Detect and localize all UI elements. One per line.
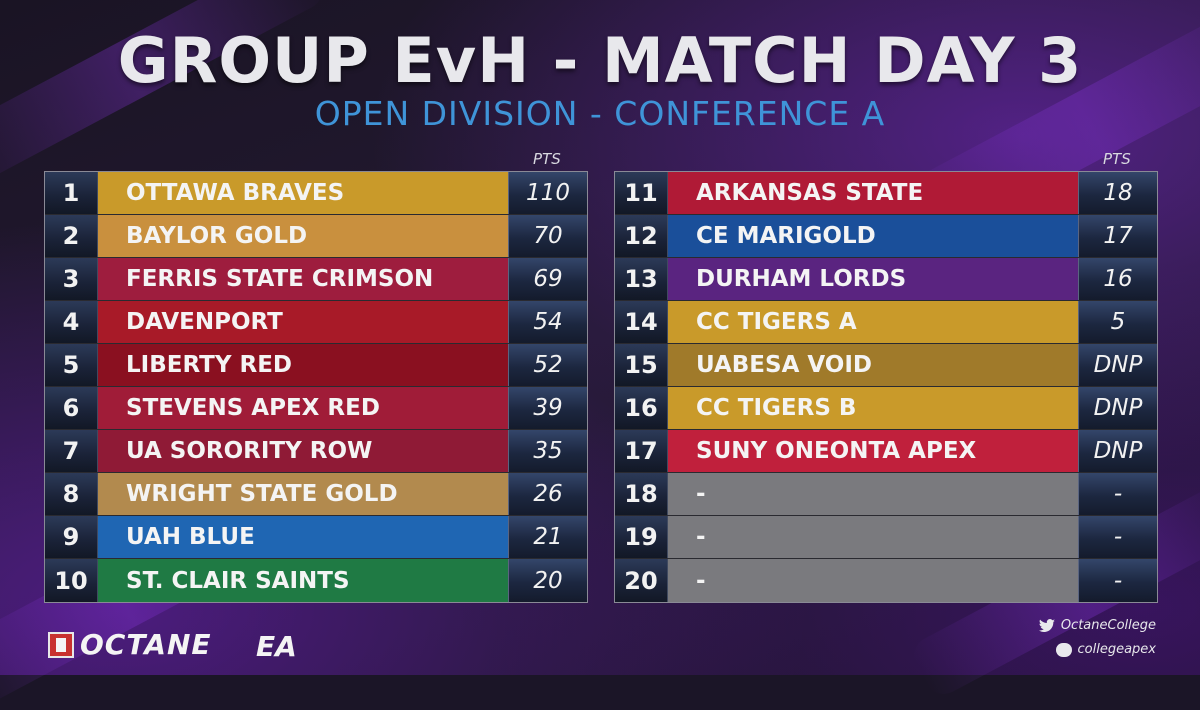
team-name-cell: CC TIGERS A [668,301,1078,343]
rank-cell: 18 [615,473,668,515]
team-name-cell: ST. CLAIR SAINTS [98,559,508,602]
rank-cell: 17 [615,430,668,472]
team-name-cell: DAVENPORT [98,301,508,343]
discord-handle-row: collegeapex [1055,642,1156,657]
points-cell: DNP [1078,344,1157,386]
standings-table-right: 11 ARKANSAS STATE 18 12 CE MARIGOLD 17 13 DURHA… [614,171,1158,603]
page-title: GROUP EvH - MATCH DAY 3 [117,24,1083,97]
table-row: 12 CE MARIGOLD 17 [615,215,1157,258]
rank-cell: 5 [45,344,98,386]
rank-cell: 12 [615,215,668,257]
team-name-cell: ARKANSAS STATE [668,172,1078,214]
rank-cell: 7 [45,430,98,472]
rank-cell: 2 [45,215,98,257]
team-name-cell: LIBERTY RED [98,344,508,386]
table-row: 4 DAVENPORT 54 [45,301,587,344]
team-name-cell: WRIGHT STATE GOLD [98,473,508,515]
octane-wordmark: OCTANE [80,628,212,661]
rank-cell: 9 [45,516,98,558]
table-row: 3 FERRIS STATE CRIMSON 69 [45,258,587,301]
team-name-cell: STEVENS APEX RED [98,387,508,429]
points-cell: 17 [1078,215,1157,257]
points-cell: 35 [508,430,587,472]
table-row: 18- - [615,473,1157,516]
team-name-cell: FERRIS STATE CRIMSON [98,258,508,300]
points-cell: - [1078,559,1157,602]
points-cell: 21 [508,516,587,558]
table-row: 13 DURHAM LORDS 16 [615,258,1157,301]
table-row: 8 WRIGHT STATE GOLD 26 [45,473,587,516]
left-pts-header: PTS [533,150,561,168]
page-subtitle: OPEN DIVISION - CONFERENCE A [314,94,886,133]
team-name-cell: OTTAWA BRAVES [98,172,508,214]
points-cell: 52 [508,344,587,386]
table-row: 17 SUNY ONEONTA APEX DNP [615,430,1157,473]
table-row: 9 UAH BLUE 21 [45,516,587,559]
points-cell: - [1078,516,1157,558]
rank-cell: 13 [615,258,668,300]
ea-logo: EA [256,630,297,663]
rank-cell: 20 [615,559,668,602]
team-name-cell: CE MARIGOLD [668,215,1078,257]
points-cell: 5 [1078,301,1157,343]
points-cell: DNP [1078,387,1157,429]
team-name-cell: BAYLOR GOLD [98,215,508,257]
points-cell: 69 [508,258,587,300]
rank-cell: 6 [45,387,98,429]
discord-icon [1055,642,1072,657]
team-name-cell: UAH BLUE [98,516,508,558]
team-name-cell: SUNY ONEONTA APEX [668,430,1078,472]
team-name-cell: CC TIGERS B [668,387,1078,429]
points-cell: 39 [508,387,587,429]
table-row: 16 CC TIGERS B DNP [615,387,1157,430]
points-cell: DNP [1078,430,1157,472]
table-row: 5 LIBERTY RED 52 [45,344,587,387]
points-cell: - [1078,473,1157,515]
rank-cell: 4 [45,301,98,343]
team-name-cell: - [668,559,1078,602]
table-row: 20- - [615,559,1157,602]
points-cell: 16 [1078,258,1157,300]
team-name-cell: UABESA VOID [668,344,1078,386]
rank-cell: 16 [615,387,668,429]
table-row: 19- - [615,516,1157,559]
standings-table-left: 1 OTTAWA BRAVES 110 2 BAYLOR GOLD 70 3 FERRIS S… [44,171,588,603]
rank-cell: 11 [615,172,668,214]
points-cell: 20 [508,559,587,602]
rank-cell: 19 [615,516,668,558]
table-row: 11 ARKANSAS STATE 18 [615,172,1157,215]
twitter-handle: OctaneCollege [1060,618,1156,633]
table-row: 2 BAYLOR GOLD 70 [45,215,587,258]
rank-cell: 1 [45,172,98,214]
points-cell: 110 [508,172,587,214]
octane-logo: OCTANE [48,628,212,661]
rank-cell: 3 [45,258,98,300]
table-row: 6 STEVENS APEX RED 39 [45,387,587,430]
rank-cell: 8 [45,473,98,515]
table-row: 15 UABESA VOID DNP [615,344,1157,387]
team-name-cell: UA SORORITY ROW [98,430,508,472]
points-cell: 26 [508,473,587,515]
team-name-cell: - [668,516,1078,558]
rank-cell: 10 [45,559,98,602]
discord-handle: collegeapex [1077,642,1156,657]
rank-cell: 14 [615,301,668,343]
twitter-icon [1038,618,1055,632]
team-name-cell: - [668,473,1078,515]
table-row: 10 ST. CLAIR SAINTS 20 [45,559,587,602]
right-pts-header: PTS [1103,150,1131,168]
team-name-cell: DURHAM LORDS [668,258,1078,300]
twitter-handle-row: OctaneCollege [1038,618,1156,633]
table-row: 1 OTTAWA BRAVES 110 [45,172,587,215]
rank-cell: 15 [615,344,668,386]
points-cell: 70 [508,215,587,257]
octane-logo-icon [48,631,74,658]
table-row: 7 UA SORORITY ROW 35 [45,430,587,473]
points-cell: 18 [1078,172,1157,214]
points-cell: 54 [508,301,587,343]
